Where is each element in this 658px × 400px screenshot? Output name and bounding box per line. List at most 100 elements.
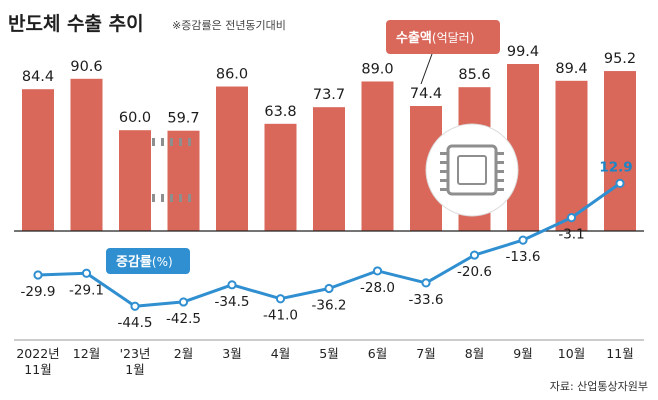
bar-value-label: 73.7 [313, 87, 345, 103]
bar [604, 71, 636, 232]
rate-marker [130, 301, 140, 311]
x-tick-line: 5월 [319, 346, 338, 361]
x-tick-line: 12월 [73, 346, 100, 361]
export-legend-box [386, 20, 500, 54]
bar [361, 81, 394, 231]
bar [313, 107, 345, 231]
x-tick-label: 2월 [174, 346, 193, 361]
rate-legend-box [106, 248, 190, 274]
export-legend-callout: 수출액(억달러) [386, 20, 500, 85]
rate-marker [33, 270, 43, 280]
microchip-icon-core [457, 155, 487, 185]
source-note: 자료: 산업통상자원부 [550, 380, 648, 393]
rate-value-label: -41.0 [263, 308, 298, 324]
x-tick-line: 8월 [465, 346, 484, 361]
bar [119, 130, 151, 231]
microchip-pin [440, 161, 448, 164]
microchip-pin [440, 152, 448, 155]
rate-marker [227, 280, 237, 290]
bar [22, 89, 54, 231]
x-tick-line: 2022년 [16, 346, 59, 361]
bar-value-labels: 84.4 90.6 60.0 59.7 86.0 63.8 73.7 89.0 74.4 85.6… [22, 44, 636, 127]
bar [70, 78, 103, 232]
microchip-pin [161, 194, 164, 202]
microchip-pin [440, 188, 448, 191]
rate-value-label: -36.2 [312, 297, 347, 313]
export-legend-name: 수출액 [396, 30, 432, 46]
rate-value-label: 12.9 [599, 159, 632, 175]
bar-value-label: 84.4 [22, 69, 54, 85]
rate-value-label: -20.6 [457, 264, 492, 280]
bar-value-label: 89.4 [555, 61, 587, 77]
x-tick-line: 2월 [174, 346, 193, 361]
bar [167, 130, 200, 231]
microchip-pin [496, 188, 504, 191]
rate-marker [518, 235, 528, 245]
rate-marker [566, 213, 577, 223]
chart-subtitle: ※증감률은 전년동기대비 [172, 19, 286, 32]
x-tick-line: 3월 [222, 346, 241, 361]
microchip-pin [496, 179, 504, 182]
bar [216, 86, 248, 232]
bar-value-label: 95.2 [604, 51, 636, 67]
bar-series [22, 64, 636, 232]
x-tick-line: 10월 [558, 346, 585, 361]
x-tick-line: 11월 [606, 346, 633, 361]
x-tick-line: 11월 [24, 362, 51, 377]
x-tick-line: 1월 [125, 362, 144, 377]
bar-value-label: 99.4 [507, 44, 539, 60]
bar-value-label: 59.7 [167, 111, 199, 127]
x-tick-label: 4월 [271, 346, 290, 361]
x-tick-line: 6월 [368, 346, 387, 361]
microchip-icon-pins [152, 138, 504, 202]
rate-marker [275, 294, 286, 304]
rate-marker [324, 283, 334, 294]
rate-value-label: -28.0 [360, 280, 395, 296]
x-tick-label: 5월 [319, 346, 338, 361]
microchip-icon [152, 123, 519, 217]
export-legend-pointer [420, 53, 433, 85]
microchip-pin [496, 152, 504, 155]
x-tick-label: 3월 [222, 346, 241, 361]
bar-value-label: 90.6 [70, 59, 102, 75]
x-tick-line: 9월 [513, 346, 532, 361]
microchip-pin [188, 194, 191, 202]
microchip-pin [152, 194, 155, 202]
rate-value-label: -33.6 [409, 292, 444, 308]
microchip-pin [170, 194, 173, 202]
export-legend-text: 수출액(억달러) [396, 30, 474, 46]
microchip-pin [188, 138, 191, 146]
x-tick-label: 7월 [416, 346, 435, 361]
microchip-pin [170, 138, 173, 146]
rate-marker [178, 297, 189, 307]
microchip-pin [496, 170, 504, 173]
rate-marker [615, 178, 625, 188]
rate-marker [372, 266, 383, 276]
x-tick-label: 9월 [513, 346, 532, 361]
x-tick-label: 10월 [558, 346, 585, 361]
x-tick-label: 11월 [606, 346, 633, 361]
rate-value-labels: -29.9 -29.1 -44.5 -42.5 -34.5 -41.0 -36.2 -28.0… [21, 159, 633, 331]
microchip-pin [440, 170, 448, 173]
microchip-pin [161, 138, 164, 146]
x-tick-label: 8월 [465, 346, 484, 361]
x-tick-line: 4월 [271, 346, 290, 361]
chart-title: 반도체 수출 추이 [8, 13, 144, 35]
bar-value-label: 74.4 [410, 86, 442, 102]
rate-marker [81, 268, 92, 278]
microchip-pin [179, 138, 182, 146]
microchip-icon-body [446, 144, 498, 196]
bar [264, 123, 297, 231]
bar-value-label: 63.8 [264, 104, 296, 120]
rate-value-label: -29.1 [69, 282, 104, 298]
rate-value-label: -29.9 [21, 284, 56, 300]
bar-value-label: 89.0 [361, 61, 393, 77]
microchip-pin [179, 194, 182, 202]
x-tick-label: '23년 1월 [120, 346, 151, 377]
rate-legend-callout: 증감률(%) [106, 248, 190, 274]
microchip-pin [496, 161, 504, 164]
x-tick-label: 6월 [368, 346, 387, 361]
